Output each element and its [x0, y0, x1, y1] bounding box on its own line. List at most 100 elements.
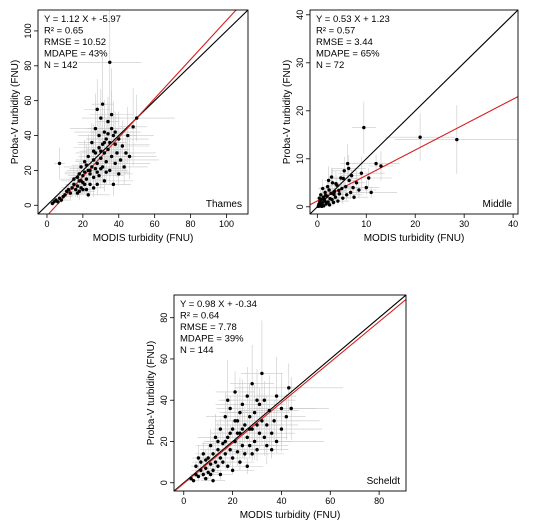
- x-tick-label: 100: [219, 219, 234, 229]
- x-tick-label: 40: [276, 496, 286, 506]
- data-point: [97, 173, 101, 178]
- data-point: [331, 200, 336, 205]
- x-tick-label: 0: [44, 219, 49, 229]
- data-point: [88, 182, 92, 187]
- data-point: [81, 187, 85, 192]
- data-points-middle: [316, 125, 459, 209]
- data-point: [56, 200, 60, 204]
- data-point: [57, 161, 62, 166]
- data-point: [109, 126, 114, 131]
- data-point: [84, 177, 89, 181]
- data-point: [108, 168, 112, 173]
- data-point: [72, 182, 76, 187]
- one-to-one-line: [310, 10, 518, 214]
- x-tick-label: 0: [315, 219, 320, 229]
- data-point: [86, 154, 90, 159]
- data-point: [235, 450, 240, 454]
- data-point: [95, 170, 99, 174]
- x-tick-label: 60: [325, 496, 335, 506]
- data-point: [340, 186, 344, 191]
- data-point: [289, 406, 293, 411]
- data-point: [240, 402, 245, 407]
- y-tick-label: 20: [159, 436, 169, 446]
- data-point: [84, 163, 89, 167]
- data-point: [82, 170, 87, 174]
- panel-thames: 0 20 40 60 80 100 0 20 40 60 80 100 MODIS turbidity …: [10, 9, 249, 244]
- x-tick-label: 60: [150, 219, 160, 229]
- data-point: [113, 130, 117, 134]
- data-point: [199, 460, 203, 464]
- data-point: [274, 439, 279, 444]
- data-point: [226, 435, 230, 440]
- data-point: [63, 193, 67, 197]
- data-point: [267, 408, 271, 413]
- data-point: [100, 165, 105, 169]
- data-point: [213, 460, 218, 464]
- data-point: [201, 472, 206, 477]
- stat-line: Y = 1.12 X + -5.97: [44, 14, 121, 25]
- plot-area-thames: [38, 10, 248, 214]
- data-point: [213, 435, 218, 440]
- data-point: [88, 172, 92, 176]
- data-point: [322, 197, 326, 201]
- stat-line: MDAPE = 65%: [316, 49, 380, 60]
- data-point: [328, 196, 332, 201]
- data-point: [255, 423, 259, 427]
- data-point: [238, 410, 242, 415]
- x-tick-label: 80: [186, 219, 196, 229]
- data-point: [104, 137, 108, 141]
- data-point: [211, 468, 215, 473]
- data-point: [362, 125, 366, 130]
- data-point: [323, 193, 328, 197]
- y-tick-label: 30: [295, 58, 305, 68]
- data-point: [70, 186, 74, 190]
- data-point: [332, 189, 337, 194]
- data-point: [374, 161, 378, 166]
- y-tick-label: 20: [23, 165, 33, 175]
- data-point: [218, 427, 223, 431]
- data-point: [319, 193, 323, 197]
- data-point: [235, 431, 240, 435]
- data-point: [317, 196, 321, 200]
- data-point: [349, 173, 354, 178]
- data-point: [117, 172, 121, 176]
- data-point: [206, 456, 210, 460]
- data-point: [367, 176, 371, 180]
- data-point: [104, 170, 108, 174]
- data-point: [342, 169, 346, 173]
- data-point: [248, 427, 252, 431]
- data-point: [91, 158, 96, 162]
- data-point: [228, 406, 232, 411]
- data-point: [223, 415, 227, 419]
- data-point: [252, 410, 257, 415]
- data-point: [238, 431, 242, 435]
- data-points-thames: [50, 60, 139, 206]
- data-point: [196, 474, 201, 479]
- data-point: [216, 448, 220, 452]
- x-tick-label: 40: [508, 219, 518, 229]
- data-point: [196, 456, 201, 460]
- data-point: [341, 196, 345, 200]
- x-tick-label: 20: [228, 496, 238, 506]
- data-points-scheldt: [189, 371, 293, 483]
- x-tick-label: 80: [374, 496, 384, 506]
- data-point: [84, 187, 89, 192]
- data-point: [75, 191, 80, 195]
- data-point: [81, 173, 85, 178]
- stat-line: N = 72: [316, 60, 344, 71]
- data-point: [327, 188, 331, 192]
- stat-line: RMSE = 3.44: [316, 37, 373, 48]
- data-point: [369, 190, 373, 195]
- data-point: [346, 166, 351, 171]
- stat-line: RMSE = 10.52: [44, 37, 106, 48]
- data-point: [106, 119, 110, 124]
- data-point: [240, 443, 245, 448]
- data-point: [221, 441, 225, 446]
- x-axis-label: MODIS turbidity (FNU): [93, 233, 194, 244]
- data-point: [79, 179, 83, 183]
- data-point: [252, 439, 257, 444]
- data-point: [99, 156, 103, 160]
- data-point: [250, 382, 254, 386]
- data-point: [226, 464, 230, 468]
